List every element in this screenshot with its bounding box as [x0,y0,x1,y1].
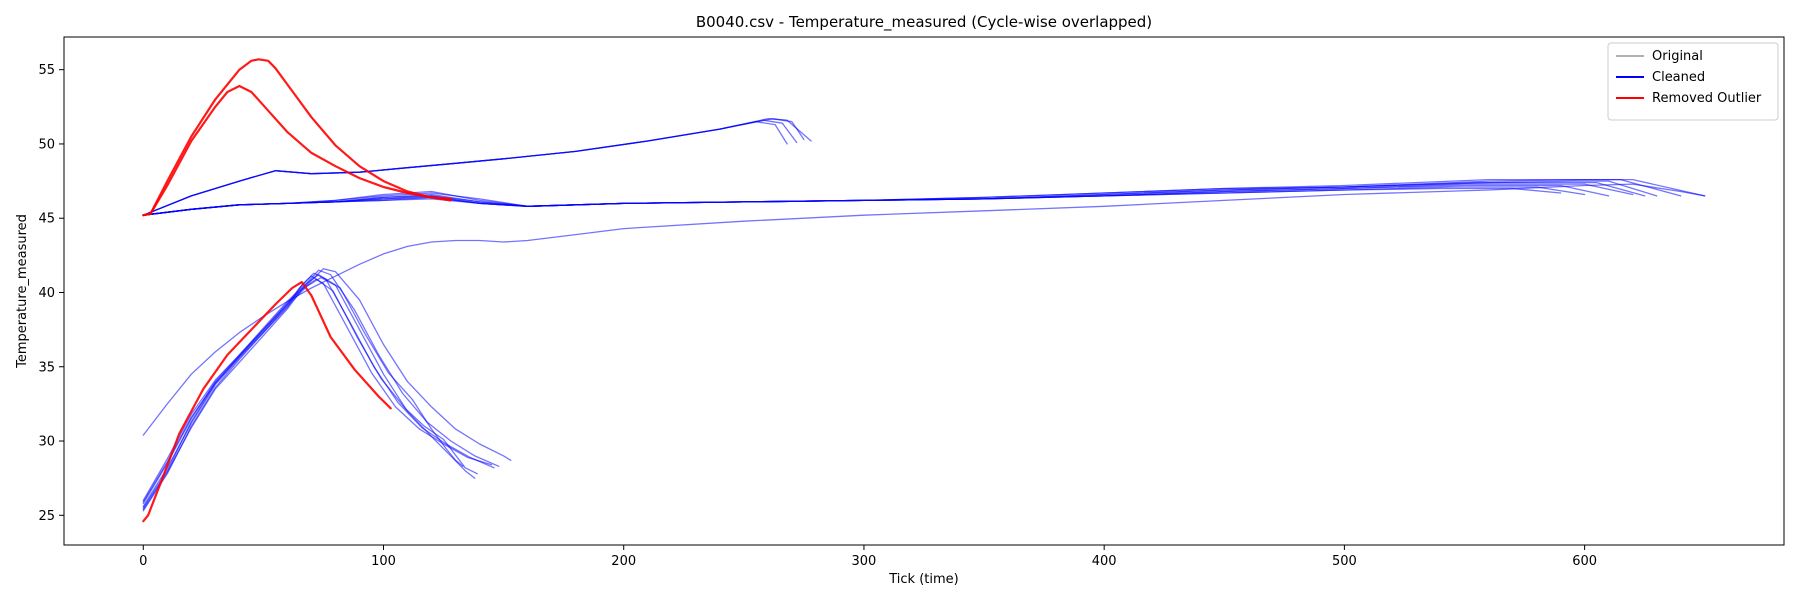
legend-label: Original [1652,49,1703,64]
y-tick-label: 35 [38,360,55,375]
cleaned-line-14 [142,269,500,509]
legend-label: Removed Outlier [1652,91,1762,106]
removed-outlier-line-20 [142,58,452,217]
cleaned-line-16 [142,275,493,503]
legend: Original Cleaned Removed Outlier [1607,42,1779,121]
cleaned-line-3 [142,121,788,216]
x-tick-label: 200 [611,554,636,569]
cleaned-line-0 [142,118,812,216]
y-tick-label: 50 [38,137,55,152]
cleaned-line-12 [142,183,1706,436]
x-tick-label: 300 [852,554,877,569]
x-tick-label: 500 [1332,554,1357,569]
x-tick-label: 100 [371,554,396,569]
series-layer [142,58,1706,523]
legend-label: Cleaned [1652,70,1705,85]
removed-outlier-line-22 [142,281,392,523]
chart-title: B0040.csv - Temperature_measured (Cycle-… [696,13,1152,32]
y-tick-label: 25 [38,509,55,524]
removed-outlier-line-21 [142,84,452,217]
cleaned-line-13 [142,268,512,505]
x-axis-ticks: 0 100 200 300 400 500 600 [139,545,1597,569]
y-axis-label: Temperature_measured [15,214,30,369]
x-tick-label: 600 [1572,554,1597,569]
y-tick-label: 30 [38,435,55,450]
plot-frame [63,36,1785,546]
cleaned-line-17 [142,274,476,502]
cleaned-line-11 [142,187,1562,216]
cleaned-line-19 [142,278,478,511]
y-axis-ticks: 25 30 35 40 45 50 55 [38,63,64,524]
x-tick-label: 400 [1092,554,1117,569]
y-tick-label: 40 [38,286,55,301]
x-tick-label: 0 [139,554,147,569]
y-tick-label: 55 [38,63,55,78]
y-tick-label: 45 [38,212,55,227]
x-axis-label: Tick (time) [888,572,958,587]
cleaned-line-15 [142,272,495,512]
legend-box [1607,42,1779,121]
cleaned-line-18 [142,276,464,508]
